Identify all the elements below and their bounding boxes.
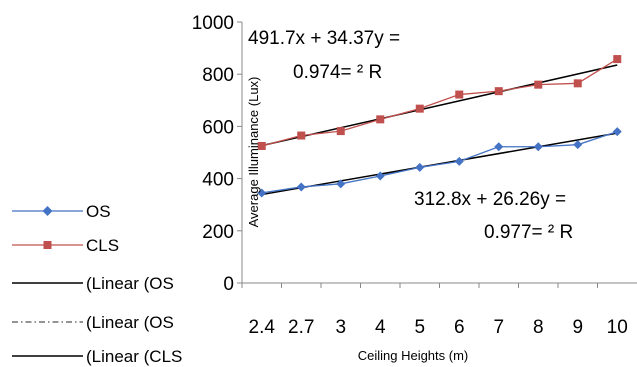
legend-item-cls: CLS (12, 236, 119, 255)
data-point-cls (336, 127, 345, 136)
data-point-cls (455, 90, 464, 99)
y-tick-label: 200 (202, 222, 234, 243)
data-point-cls (534, 80, 543, 89)
cls-equation-line2: 0.974= ² R (293, 62, 382, 83)
data-point-cls (573, 79, 582, 88)
data-point-os (533, 142, 543, 152)
x-tick-label: 7 (493, 317, 504, 338)
legend-label-linear-os: (Linear (OS (86, 274, 174, 293)
cls-equation-line1: 491.7x + 34.37y = (248, 28, 400, 49)
data-point-cls (415, 104, 424, 113)
data-point-cls (257, 141, 266, 150)
y-tick-labels: 0 200 400 600 800 1000 (192, 13, 234, 295)
data-point-cls (613, 55, 622, 64)
y-tick-label: 0 (223, 274, 234, 295)
data-point-os (296, 182, 306, 192)
data-point-cls (494, 87, 503, 96)
os-equation-line1: 312.8x + 26.26y = (414, 189, 566, 210)
legend-label-linear-cls: (Linear (CLS (86, 347, 182, 366)
x-tick-label: 3 (335, 317, 346, 338)
x-tick-label: 2.7 (288, 317, 314, 338)
x-tick-label: 5 (414, 317, 425, 338)
series-line-cls (261, 58, 618, 147)
legend-label-cls: CLS (86, 236, 119, 255)
data-point-os (257, 188, 267, 198)
x-axis-title: Ceiling Heights (m) (358, 348, 469, 363)
data-point-os (612, 127, 622, 137)
x-tick-label: 2.4 (249, 317, 276, 338)
y-tick-label: 600 (202, 117, 234, 138)
legend-item-linear-os: (Linear (OS (12, 274, 174, 293)
series-line-os (261, 131, 618, 194)
data-point-os (573, 140, 583, 150)
diamond-marker-icon (42, 206, 53, 216)
legend-item-linear-os-dashed: (Linear (OS (12, 313, 174, 332)
os-equation-line2: 0.977= ² R (484, 222, 573, 243)
legend-item-os: OS (12, 202, 111, 221)
data-point-cls (376, 115, 385, 124)
x-tick-label: 8 (533, 317, 544, 338)
legend: OS CLS (Linear (OS (Linear (OS (Linear (… (12, 202, 182, 366)
data-point-cls (297, 131, 306, 140)
data-point-os (375, 171, 385, 181)
square-marker-icon (43, 241, 52, 249)
x-tick-labels: 2.4 2.7 3 4 5 6 7 8 9 10 (249, 317, 628, 338)
trendlines (261, 64, 618, 196)
x-tick-label: 6 (454, 317, 465, 338)
legend-label-linear-os-dashed: (Linear (OS (86, 313, 174, 332)
x-tick-label: 9 (572, 317, 583, 338)
data-point-os (494, 142, 504, 152)
trendline-cls (261, 64, 618, 147)
data-point-os (336, 179, 346, 189)
data-point-os (454, 156, 464, 166)
y-tick-label: 800 (202, 65, 234, 86)
axes (237, 21, 637, 288)
y-tick-label: 400 (202, 170, 234, 191)
x-tick-label: 4 (375, 317, 386, 338)
data-point-os (415, 162, 425, 172)
legend-label-os: OS (86, 202, 111, 221)
data-series (257, 55, 622, 198)
y-tick-label: 1000 (192, 13, 234, 34)
x-tick-label: 10 (607, 317, 628, 338)
legend-item-linear-cls: (Linear (CLS (12, 347, 182, 366)
y-axis-title: Average Illuminance (Lux) (246, 77, 261, 228)
